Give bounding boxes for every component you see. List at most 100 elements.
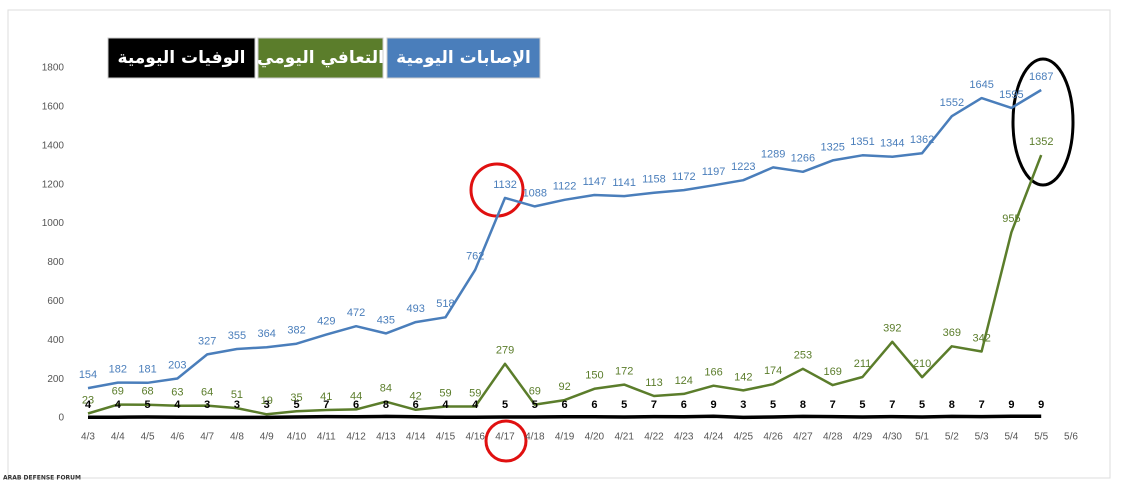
x-tick-label: 5/6 (1064, 432, 1078, 443)
x-tick-label: 4/28 (823, 432, 843, 443)
x-tick-label: 4/11 (317, 432, 336, 443)
x-tick-label: 5/5 (1034, 432, 1048, 443)
x-tick-label: 4/13 (376, 432, 396, 443)
data-label: 44 (350, 390, 362, 402)
data-label: 64 (201, 386, 213, 398)
data-label: 472 (347, 307, 365, 319)
data-label: 9 (1038, 399, 1044, 411)
series-line (88, 414, 1042, 420)
data-label: 166 (704, 367, 722, 379)
data-label: 4 (85, 399, 92, 411)
data-label: 1552 (940, 97, 964, 109)
data-label: 435 (377, 314, 395, 326)
x-tick-label: 4/14 (406, 432, 426, 443)
data-label: 3 (264, 399, 270, 411)
data-label: 35 (290, 392, 302, 404)
data-label: 69 (529, 385, 541, 397)
data-label: 5 (532, 399, 538, 411)
data-label: 364 (258, 328, 276, 340)
data-label: 63 (171, 387, 183, 399)
legend-label: الوفيات اليومية (118, 48, 246, 68)
y-tick-label: 1600 (42, 102, 65, 113)
data-label: 150 (585, 370, 603, 382)
x-tick-label: 4/8 (230, 432, 244, 443)
data-label: 3 (204, 399, 210, 411)
data-label: 5 (859, 399, 865, 411)
data-label: 6 (562, 399, 568, 411)
data-label: 8 (949, 399, 955, 411)
data-label: 6 (681, 399, 687, 411)
x-tick-label: 5/3 (975, 432, 989, 443)
data-label: 1088 (523, 187, 547, 199)
legend-box (107, 37, 256, 79)
data-label: 7 (889, 399, 895, 411)
x-tick-label: 5/4 (1004, 432, 1018, 443)
data-label: 210 (913, 358, 931, 370)
data-label: 4 (472, 399, 479, 411)
data-label: 955 (1002, 213, 1020, 225)
data-label: 1141 (612, 177, 636, 189)
data-label: 7 (323, 399, 329, 411)
y-tick-label: 1200 (42, 179, 65, 190)
y-tick-label: 0 (58, 413, 64, 424)
y-tick-label: 1400 (42, 140, 65, 151)
x-tick-label: 4/20 (585, 432, 605, 443)
data-label: 6 (353, 399, 359, 411)
data-label: 113 (645, 377, 663, 389)
data-label: 3 (234, 399, 240, 411)
data-label: 59 (469, 387, 481, 399)
x-tick-label: 4/19 (555, 432, 575, 443)
data-label: 1687 (1029, 71, 1053, 83)
data-label: 1223 (731, 161, 755, 173)
x-tick-label: 4/30 (883, 432, 903, 443)
data-label: 4 (442, 399, 449, 411)
data-label: 342 (972, 332, 990, 344)
data-label: 5 (919, 399, 925, 411)
data-label: 1172 (672, 171, 696, 183)
data-label: 253 (794, 350, 812, 362)
data-label: 1344 (880, 138, 904, 150)
data-label: 8 (800, 399, 806, 411)
data-label: 4 (174, 399, 181, 411)
x-tick-label: 5/2 (945, 432, 959, 443)
data-label: 762 (466, 251, 484, 263)
x-tick-label: 4/3 (81, 432, 95, 443)
data-label: 5 (293, 399, 299, 411)
x-tick-label: 5/1 (915, 432, 929, 443)
data-label: 68 (141, 386, 153, 398)
x-tick-label: 4/25 (734, 432, 754, 443)
data-label: 5 (770, 399, 776, 411)
legend-box (386, 37, 541, 79)
x-tick-label: 4/24 (704, 432, 724, 443)
data-label: 518 (436, 298, 454, 310)
x-tick-label: 4/17 (495, 432, 515, 443)
data-label: 6 (591, 399, 597, 411)
x-tick-label: 4/4 (111, 432, 125, 443)
data-label: 355 (228, 330, 246, 342)
data-label: 154 (79, 369, 97, 381)
data-label: 1158 (642, 174, 666, 186)
data-label: 59 (439, 387, 451, 399)
data-label: 42 (410, 391, 422, 403)
data-label: 203 (168, 359, 186, 371)
data-label: 174 (764, 365, 782, 377)
data-label: 1132 (493, 179, 517, 191)
legend-label: التعافي اليومي (257, 48, 384, 68)
data-label: 23 (82, 394, 94, 406)
x-tick-label: 4/21 (614, 432, 634, 443)
series-line (87, 154, 1043, 416)
data-label: 4 (115, 399, 122, 411)
data-label: 1197 (702, 166, 726, 178)
y-tick-label: 400 (47, 335, 64, 346)
watermark: ARAB DEFENSE FORUM (3, 475, 81, 482)
data-label: 9 (710, 399, 716, 411)
data-label: 1351 (850, 136, 874, 148)
x-tick-label: 4/12 (346, 432, 366, 443)
legend-label: الإصابات اليومية (396, 48, 531, 68)
data-label: 1362 (910, 134, 934, 146)
data-label: 19 (261, 395, 273, 407)
data-label: 382 (287, 325, 305, 337)
data-label: 6 (413, 399, 419, 411)
data-label: 279 (496, 345, 514, 357)
data-label: 41 (320, 391, 332, 403)
